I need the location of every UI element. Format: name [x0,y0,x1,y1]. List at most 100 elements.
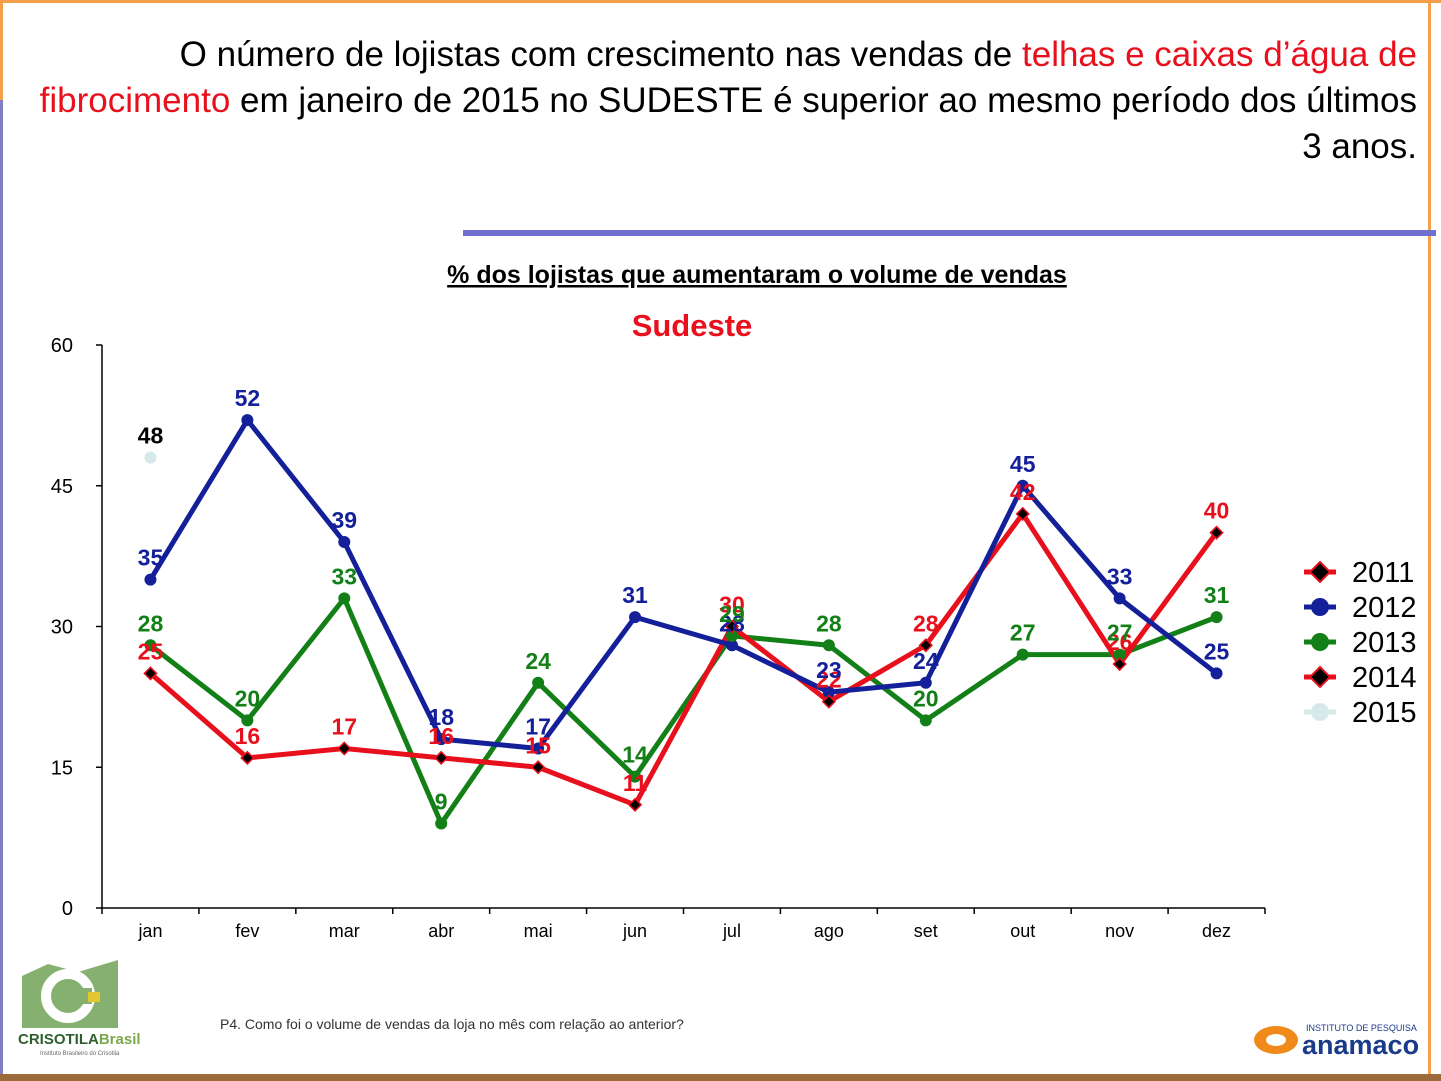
anamaco-logo-subtext: INSTITUTO DE PESQUISA [1306,1023,1417,1033]
legend-label-2013: 2013 [1352,627,1417,659]
legend-marker-2012 [1311,598,1329,616]
data-label-2011: 42 [1010,479,1036,505]
series-line-2013 [148,595,1218,827]
data-label-2011: 15 [525,732,551,758]
data-label-2012: 45 [1010,451,1036,477]
data-label-2013: 24 [525,648,551,674]
legend-marker-2011 [1308,560,1332,584]
marker-2014 [531,760,546,775]
legend-label-2015: 2015 [1352,697,1417,729]
data-label-2012: 28 [719,610,745,636]
legend-marker-2015 [1311,703,1329,721]
data-label-2011: 11 [623,770,648,796]
marker-2012 [532,742,545,755]
headline: O número de lojistas com crescimento nas… [37,32,1417,170]
data-label-2013: 27 [1107,620,1133,646]
data-label-2011: 16 [235,723,261,749]
anamaco-logo: INSTITUTO DE PESQUISA anamaco [1254,1023,1419,1060]
frame-right-border [1428,0,1431,1075]
marker-2012 [1016,479,1029,492]
marker-2012 [144,573,157,586]
data-label-2013: 28 [138,610,164,636]
data-label-2013: 9 [435,789,448,815]
chart-subtitle: Sudeste [632,308,753,343]
x-tick-label: set [914,921,938,941]
marker-2012 [629,611,642,624]
marker-2013 [144,639,157,652]
title-divider [463,230,1436,236]
data-label-2011: 28 [913,610,939,636]
chart-title: % dos lojistas que aumentaram o volume d… [447,261,1067,289]
marker-2013 [822,639,835,652]
marker-2013 [1210,611,1223,624]
frame-left-border [0,0,3,100]
marker-2012 [725,639,738,652]
x-tick-label: jan [137,921,162,941]
marker-2014 [337,741,352,756]
marker-2013 [435,817,448,830]
headline-part1: O número de lojistas com crescimento nas… [179,35,1022,74]
data-label-2011: 40 [1204,498,1230,524]
y-tick-label: 0 [62,898,73,920]
marker-2012 [1113,592,1126,605]
y-tick-label: 45 [51,476,73,498]
frame-bottom-border [0,1074,1441,1081]
crisotila-logo-subtext: Instituto Brasileiro do Crisotila [40,1051,120,1057]
data-label-2011: 25 [138,638,164,664]
legend-label-2014: 2014 [1352,662,1417,694]
legend-marker-2013 [1311,633,1329,651]
data-label-2012: 31 [622,582,648,608]
marker-2012 [822,686,835,699]
data-label-2013: 20 [913,685,939,711]
legend-marker-2014 [1308,665,1332,689]
y-tick-label: 30 [51,617,73,639]
headline-part2: em janeiro de 2015 no SUDESTE é superior… [230,81,1417,166]
data-label-2013: 28 [816,610,842,636]
legend-label-2011: 2011 [1352,557,1414,589]
marker-2014 [240,750,255,765]
x-tick-label: ago [814,921,844,941]
x-tick-label: mai [524,921,553,941]
data-label-2013: 33 [331,563,357,589]
survey-question: P4. Como foi o volume de vendas da loja … [220,1016,684,1032]
crisotila-logo: CRISOTILABrasil Instituto Brasileiro do … [18,958,141,1057]
marker-2012 [1210,667,1223,680]
marker-2012 [435,733,448,746]
legend-label-2012: 2012 [1352,592,1417,624]
marker-2014 [1015,506,1030,521]
marker-2013 [1113,648,1126,661]
x-tick-label: abr [428,921,454,941]
data-label-2012: 52 [235,385,261,411]
marker-2014 [821,694,836,709]
x-tick-label: jul [722,921,741,941]
marker-2013 [725,629,738,642]
marker-2013 [629,770,642,783]
x-tick-label: out [1010,921,1035,941]
data-label-2012: 39 [331,507,357,533]
data-label-2012: 23 [816,657,842,683]
data-label-2012: 18 [428,704,454,730]
marker-2013 [919,714,932,727]
x-tick-label: nov [1105,921,1134,941]
data-label-2012: 25 [1204,638,1230,664]
anamaco-logo-text: anamaco [1302,1030,1419,1060]
data-label-2012: 33 [1107,563,1133,589]
series-line-2011 [148,511,1219,808]
data-label-2012: 24 [913,648,939,674]
marker-2015 [144,451,157,464]
marker-2013 [338,592,351,605]
series-line-2012 [148,417,1219,751]
y-tick-label: 15 [51,757,73,779]
marker-2014 [1209,525,1224,540]
data-label-2013: 31 [1204,582,1230,608]
data-label-2015: 48 [138,423,164,449]
data-label-2011: 30 [719,592,745,618]
data-label-2011: 17 [331,713,357,739]
data-label-2013: 20 [235,685,261,711]
data-label-2013: 27 [1010,620,1036,646]
marker-2012 [241,414,254,427]
x-tick-label: fev [235,921,259,941]
frame-top-border [0,0,1441,3]
marker-2013 [1016,648,1029,661]
x-tick-label: dez [1202,921,1231,941]
